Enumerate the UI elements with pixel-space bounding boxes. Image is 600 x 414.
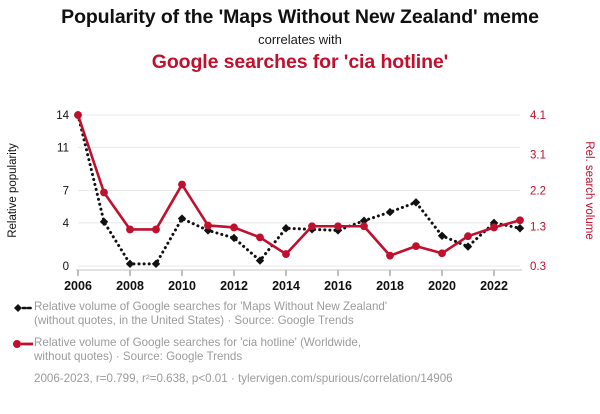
line-chart: 0 4 7 11 14 0.3 1.3 2.2 3.1 4.1 2006 2008 2010 2012 20… [7,110,595,293]
data-point [177,214,187,223]
chart-area: 0 4 7 11 14 0.3 1.3 2.2 3.1 4.1 2006 2008 2010 2012 20… [0,104,600,294]
legend-label-red: Relative volume of Google searches for '… [34,336,361,365]
x-axis-tick: 2016 [324,279,352,293]
data-point [74,111,82,119]
x-axis-tick: 2006 [64,279,92,293]
data-point [490,223,498,232]
data-point [99,217,109,226]
legend-item-black: Relative volume of Google searches for '… [8,300,592,329]
y-axis-tick-left: 11 [57,142,69,154]
legend-black-line1: Relative volume of Google searches for '… [34,300,388,313]
y-axis-title-right: Rel. search volume [583,141,595,239]
page-title: Popularity of the 'Maps Without New Zeal… [61,6,539,28]
data-point [464,232,472,241]
y-axis-tick-left: 0 [63,261,69,273]
data-point [151,259,161,269]
legend-red-line2: without quotes) · Source: Google Trends [34,350,243,364]
data-point [412,242,420,251]
page-subtitle: Google searches for 'cia hotline' [151,51,449,73]
x-axis-tick: 2022 [480,279,508,293]
legend-label-black: Relative volume of Google searches for '… [34,300,387,329]
data-point [515,224,525,233]
x-axis-tick: 2010 [168,279,196,293]
legend-item-red: Relative volume of Google searches for '… [8,336,592,365]
data-point [308,222,316,231]
data-point [463,242,473,251]
x-axis-tick: 2018 [376,279,404,293]
x-axis-tick: 2008 [116,279,144,293]
solid-circle-icon [8,337,34,352]
legend-black-line2: (without quotes, in the United States) ·… [34,314,354,328]
data-point [516,216,524,225]
data-point [411,198,421,207]
y-axis-tick-right: 2.2 [530,186,546,198]
data-point [178,180,186,189]
y-axis-tick-left: 7 [63,186,69,198]
data-point [230,223,238,232]
data-point [125,259,135,269]
data-point [152,225,160,234]
data-point [438,249,446,258]
data-point [204,221,212,230]
series-line-red [76,113,522,257]
data-point [360,222,368,231]
data-point [437,231,447,240]
x-axis-tick: 2020 [428,279,456,293]
data-point [282,250,290,258]
data-point [359,216,369,225]
chart-legend: Relative volume of Google searches for '… [8,300,592,386]
footer-stats: 2006-2023, r=0.799, r²=0.638, p<0.01 · t… [34,371,453,385]
data-point [386,251,394,260]
x-axis-tick: 2014 [272,279,300,293]
y-axis-tick-right: 1.3 [530,221,546,233]
data-point [334,222,342,231]
y-axis-tick-left: 14 [56,110,69,122]
x-axis-tick: 2012 [220,279,248,293]
data-point [281,224,291,233]
y-axis-tick-right: 3.1 [530,150,546,162]
legend-red-line1: Relative volume of Google searches for '… [34,335,362,349]
y-axis-tick-right: 0.3 [530,261,546,273]
data-point [100,188,108,197]
title-connector: correlates with [258,32,342,47]
data-point [256,233,264,242]
data-point [229,233,239,243]
y-axis-tick-left: 4 [63,218,70,230]
y-axis-title-left: Relative popularity [7,143,19,238]
data-point [385,207,395,217]
y-axis-tick-right: 4.1 [530,110,546,122]
series-line-black [76,113,522,266]
dotted-diamond-icon [8,301,35,316]
data-point [126,225,134,234]
title-block: Popularity of the 'Maps Without New Zeal… [0,0,600,74]
